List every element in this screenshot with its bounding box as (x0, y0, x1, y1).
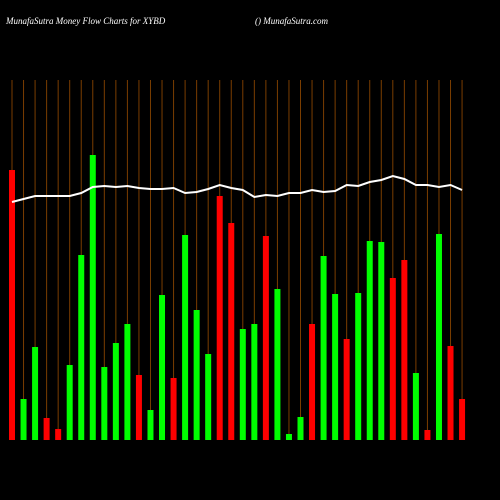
bar (89, 155, 96, 440)
bar (124, 324, 131, 440)
bar (412, 373, 419, 440)
bar (401, 260, 408, 440)
bar (135, 375, 142, 440)
bar (447, 346, 454, 440)
bar (366, 241, 373, 440)
bar (9, 170, 15, 440)
bar (20, 399, 27, 440)
bar (262, 236, 269, 440)
bar (343, 339, 350, 440)
bar (216, 196, 223, 440)
chart-title: MunafaSutra Money Flow Charts for XYBD (5, 16, 166, 26)
bar (193, 310, 200, 440)
chart-subtitle: () MunafaSutra.com (255, 16, 328, 26)
bar (43, 418, 50, 440)
bar (459, 399, 466, 440)
bar (435, 234, 442, 440)
bar (78, 255, 85, 440)
bar (424, 430, 431, 440)
bar (159, 295, 166, 440)
bar (228, 223, 235, 440)
bar (378, 242, 385, 440)
bar (332, 294, 339, 440)
bar (32, 347, 39, 440)
price-line (11, 174, 463, 203)
bar (101, 367, 108, 440)
bar (389, 278, 396, 440)
bar (274, 289, 281, 440)
bar (205, 354, 212, 440)
bar (320, 256, 327, 440)
bar (285, 434, 292, 440)
bar (239, 329, 246, 440)
bar (147, 410, 154, 440)
bar (182, 235, 189, 440)
bar (112, 343, 119, 440)
bar (309, 324, 316, 440)
bar (66, 365, 73, 440)
bar (251, 324, 258, 440)
bar (355, 293, 362, 440)
bar (55, 429, 62, 440)
bar (297, 417, 304, 440)
bar (170, 378, 177, 440)
